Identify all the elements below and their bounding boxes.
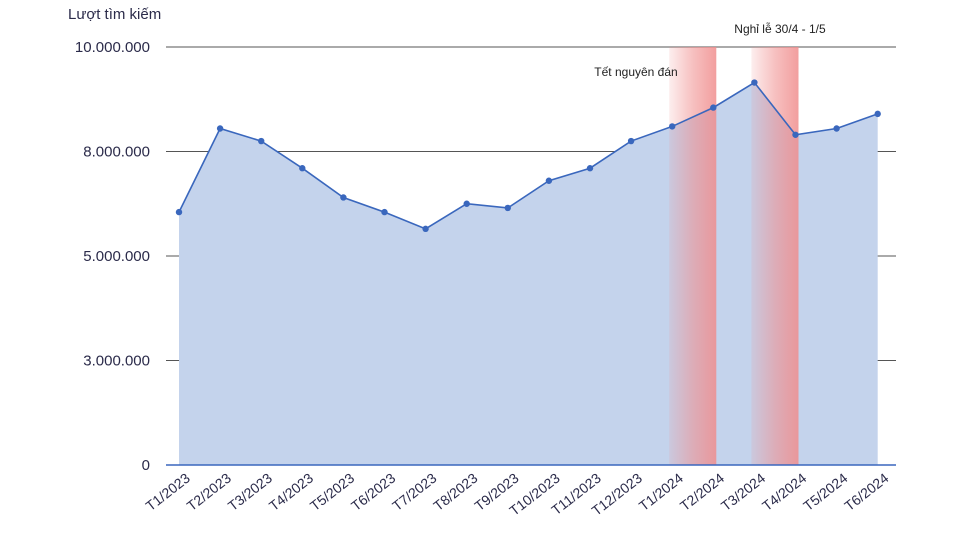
data-point — [340, 194, 347, 201]
x-tick-label: T5/2024 — [800, 470, 851, 514]
data-point — [710, 104, 717, 111]
y-tick-label: 10.000.000 — [75, 39, 150, 56]
data-point — [586, 165, 594, 172]
data-point — [216, 125, 224, 132]
x-tick-label: T6/2023 — [348, 470, 399, 514]
annotation-label: Tết nguyên đán — [594, 65, 677, 79]
x-tick-label: T5/2023 — [307, 470, 358, 514]
data-point — [422, 225, 429, 233]
data-point — [175, 208, 183, 216]
x-tick-label: T3/2023 — [225, 470, 276, 514]
x-tick-label: T6/2024 — [841, 470, 892, 514]
data-point — [833, 125, 840, 132]
x-tick-label: T8/2023 — [430, 470, 481, 514]
x-tick-label: T2/2024 — [677, 470, 728, 514]
data-point — [299, 165, 306, 172]
series-line — [178, 81, 878, 230]
data-point — [504, 204, 511, 212]
y-tick-label: 5.000.000 — [83, 248, 150, 265]
highlight-band — [751, 47, 799, 465]
x-tick-label: T4/2023 — [266, 470, 317, 514]
x-tick-label: T2/2023 — [184, 470, 235, 514]
data-point — [627, 137, 635, 145]
data-point — [381, 208, 388, 216]
y-tick-label: 8.000.000 — [83, 144, 150, 161]
data-point — [792, 131, 799, 138]
data-point — [751, 79, 758, 86]
data-point — [545, 177, 553, 184]
x-tick-label: T1/2023 — [143, 470, 194, 514]
x-tick-label: T3/2024 — [718, 470, 769, 514]
x-tick-label: T7/2023 — [389, 470, 440, 514]
y-tick-label: 0 — [142, 457, 150, 474]
x-tick-label: T4/2024 — [759, 470, 810, 514]
data-point — [258, 137, 265, 145]
data-point — [463, 200, 470, 207]
y-axis-title: Lượt tìm kiếm — [68, 6, 162, 23]
data-point — [874, 110, 881, 118]
data-point — [669, 123, 676, 130]
x-tick-label: T1/2024 — [636, 470, 687, 514]
y-tick-label: 3.000.000 — [83, 353, 150, 370]
annotation-label: Nghỉ lễ 30/4 - 1/5 — [734, 21, 826, 36]
